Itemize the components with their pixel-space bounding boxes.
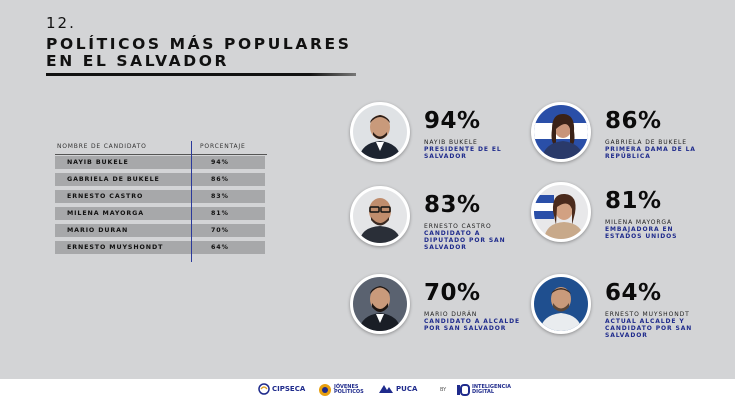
candidate-card: 94% NAYIB BUKELE PRESIDENTE DE EL SALVAD… <box>350 102 520 168</box>
table-row: NAYIB BUKELE 94% <box>55 156 265 169</box>
candidate-card: 64% ERNESTO MUYSHONDT ACTUAL ALCALDE Y C… <box>531 274 701 340</box>
cipseca-logo: CIPSECA <box>258 383 305 395</box>
table-column-divider <box>191 141 192 262</box>
candidate-card: 86% GABRIELA DE BUKELE PRIMERA DAMA DE L… <box>531 102 701 168</box>
row-percentage: 70% <box>211 227 229 234</box>
card-name: MARIO DURÁN <box>424 311 478 318</box>
card-name: GABRIELA DE BUKELE <box>605 139 687 146</box>
inteligencia-digital-logo: INTELIGENCIA DIGITAL <box>456 383 512 397</box>
title-line-1: POLÍTICOS MÁS POPULARES <box>46 35 352 53</box>
person-photo-icon <box>531 274 591 334</box>
row-percentage: 81% <box>211 210 229 217</box>
page-title: POLÍTICOS MÁS POPULARES EN EL SALVADOR <box>46 36 351 70</box>
row-name: MILENA MAYORGA <box>67 210 144 217</box>
candidate-table: NOMBRE DE CANDIDATO PORCENTAJE <box>55 141 267 153</box>
table-row: GABRIELA DE BUKELE 86% <box>55 173 265 186</box>
jovenes-politicos-logo-text: JÓVENES POLÍTICOS <box>334 384 364 395</box>
table-row: MARIO DURAN 70% <box>55 224 265 237</box>
title-underline <box>46 73 356 76</box>
row-name: MARIO DURAN <box>67 227 129 234</box>
card-role: EMBAJADORA EN ESTADOS UNIDOS <box>605 226 678 240</box>
card-percentage: 81% <box>605 188 662 214</box>
person-photo-icon <box>350 102 410 162</box>
row-name: ERNESTO CASTRO <box>67 193 144 200</box>
column-header-percentage: PORCENTAJE <box>200 143 246 150</box>
row-percentage: 64% <box>211 244 229 251</box>
row-name: NAYIB BUKELE <box>67 159 129 166</box>
table-header-rule <box>55 154 267 155</box>
footer-by: BY <box>440 387 447 393</box>
card-percentage: 83% <box>424 192 481 218</box>
row-name: GABRIELA DE BUKELE <box>67 176 160 183</box>
jovenes-politicos-logo-icon <box>319 384 331 396</box>
card-role: CANDIDATO A ALCALDE POR SAN SALVADOR <box>424 318 520 332</box>
table-row: MILENA MAYORGA 81% <box>55 207 265 220</box>
puca-logo-text: PUCA <box>396 385 418 393</box>
puca-logo-icon <box>379 385 393 393</box>
card-role: PRIMERA DAMA DE LA REPÚBLICA <box>605 146 696 160</box>
row-name: ERNESTO MUYSHONDT <box>67 244 164 251</box>
candidate-card: 83% ERNESTO CASTRO CANDIDATO A DIPUTADO … <box>350 186 520 252</box>
puca-logo: PUCA <box>378 383 417 395</box>
person-photo-icon <box>350 186 410 246</box>
card-percentage: 70% <box>424 280 481 306</box>
person-photo-icon <box>531 182 591 242</box>
row-percentage: 94% <box>211 159 229 166</box>
card-name: NAYIB BUKELE <box>424 139 478 146</box>
section-number: 12. <box>46 14 76 32</box>
jovenes-politicos-logo: JÓVENES POLÍTICOS <box>318 383 368 397</box>
card-name: MILENA MAYORGA <box>605 219 672 226</box>
person-photo-icon <box>350 274 410 334</box>
inteligencia-digital-logo-icon <box>457 384 470 396</box>
table-row: ERNESTO MUYSHONDT 64% <box>55 241 265 254</box>
title-line-2: EN EL SALVADOR <box>46 52 230 70</box>
card-role: PRESIDENTE DE EL SALVADOR <box>424 146 502 160</box>
footer-logos: CIPSECA JÓVENES POLÍTICOS PUCA BY INTELI… <box>0 379 735 400</box>
candidate-card: 81% MILENA MAYORGA EMBAJADORA EN ESTADOS… <box>531 182 701 248</box>
card-name: ERNESTO CASTRO <box>424 223 492 230</box>
table-header: NOMBRE DE CANDIDATO PORCENTAJE <box>55 141 267 153</box>
card-percentage: 94% <box>424 108 481 134</box>
row-percentage: 86% <box>211 176 229 183</box>
person-photo-icon <box>531 102 591 162</box>
card-percentage: 86% <box>605 108 662 134</box>
card-role: CANDIDATO A DIPUTADO POR SAN SALVADOR <box>424 230 506 251</box>
column-header-name: NOMBRE DE CANDIDATO <box>57 143 147 150</box>
card-role: ACTUAL ALCALDE Y CANDIDATO POR SAN SALVA… <box>605 318 693 339</box>
card-name: ERNESTO MUYSHONDT <box>605 311 690 318</box>
inteligencia-digital-logo-text: INTELIGENCIA DIGITAL <box>472 384 512 395</box>
row-percentage: 83% <box>211 193 229 200</box>
card-percentage: 64% <box>605 280 662 306</box>
table-row: ERNESTO CASTRO 83% <box>55 190 265 203</box>
cipseca-logo-icon <box>258 383 270 395</box>
cipseca-logo-text: CIPSECA <box>272 385 306 393</box>
candidate-card: 70% MARIO DURÁN CANDIDATO A ALCALDE POR … <box>350 274 520 340</box>
